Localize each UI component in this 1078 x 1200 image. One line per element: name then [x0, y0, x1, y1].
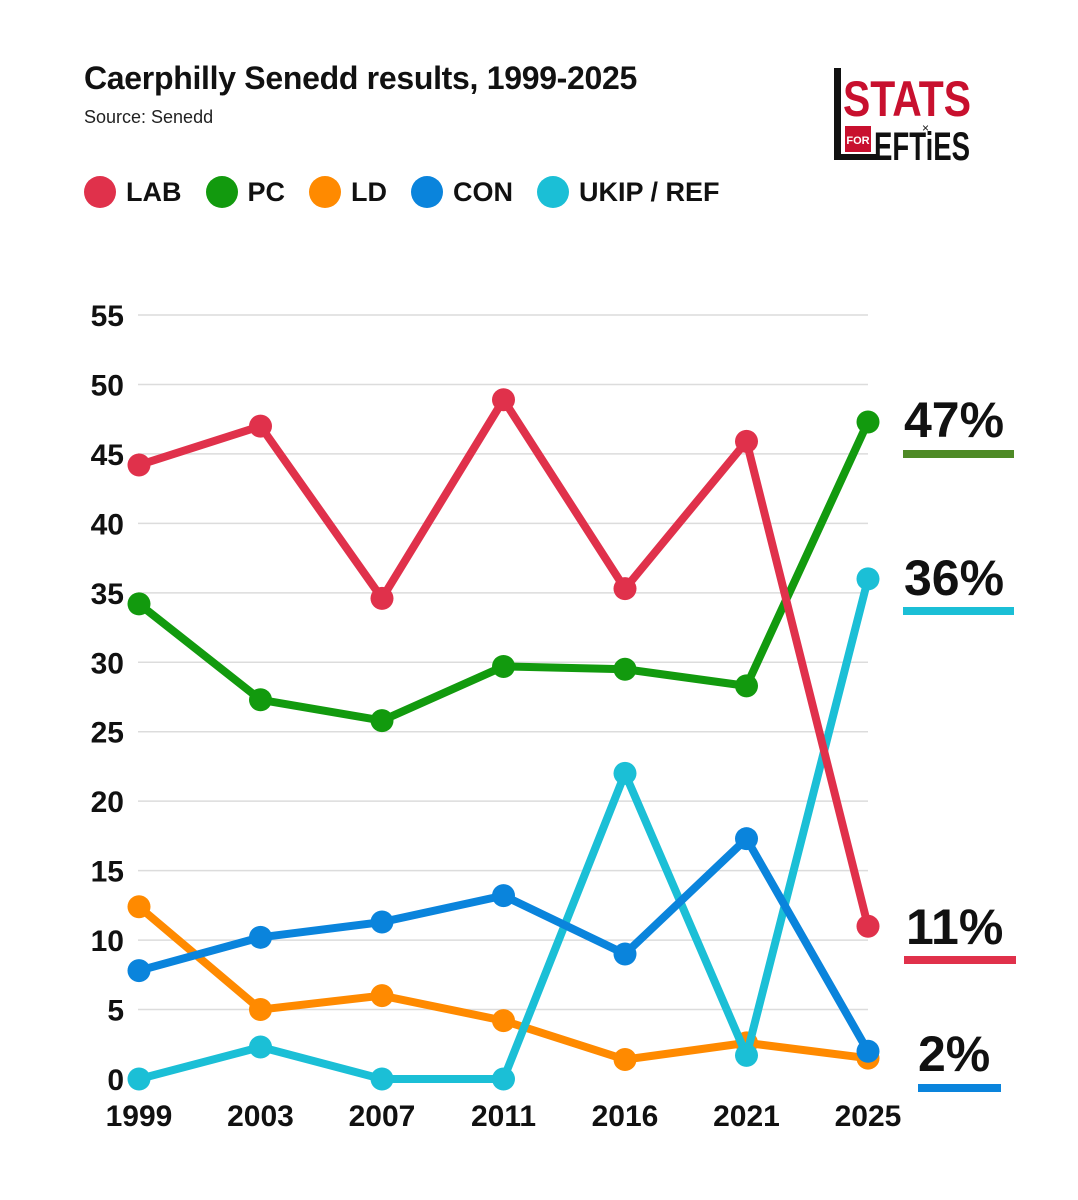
legend-item-ld: LD [309, 176, 387, 208]
data-point-pc-2007 [370, 709, 394, 733]
y-tick-label-10: 10 [91, 925, 124, 958]
data-point-pc-2025 [856, 410, 880, 434]
x-tick-label-1999: 1999 [106, 1100, 173, 1133]
data-point-con-2007 [370, 910, 394, 934]
data-point-con-2016 [613, 942, 637, 966]
stats-for-lefties-logo: STATS FOR EFTiES × [834, 68, 971, 166]
legend-label-con: CON [453, 176, 514, 207]
legend-dot-ukip-ref [537, 176, 570, 208]
y-tick-label-35: 35 [91, 578, 124, 611]
end-label-con: 2% [918, 1026, 990, 1082]
data-point-pc-2021 [735, 674, 758, 698]
logo-stats-text: STATS [843, 71, 971, 127]
data-point-pc-2003 [249, 688, 272, 712]
x-tick-label-2025: 2025 [835, 1100, 902, 1133]
x-tick-label-2003: 2003 [227, 1100, 294, 1133]
logo-bar [834, 68, 841, 160]
end-label-lab: 11% [906, 899, 1003, 955]
legend-item-lab: LAB [84, 176, 182, 208]
data-point-ukip-ref-2025 [856, 567, 880, 591]
legend-label-pc: PC [247, 176, 286, 207]
y-tick-label-50: 50 [91, 369, 124, 402]
y-tick-label-20: 20 [91, 786, 124, 819]
data-point-con-1999 [127, 959, 151, 983]
legend-dot-con [411, 176, 444, 208]
data-point-ukip-ref-2007 [370, 1067, 394, 1091]
data-point-con-2003 [249, 925, 272, 949]
data-point-ukip-ref-1999 [127, 1067, 151, 1091]
legend-item-ukip-ref: UKIP / REF [537, 176, 720, 208]
y-tick-label-5: 5 [107, 995, 124, 1028]
logo-for-text: FOR [846, 135, 869, 147]
chart-legend: LAB PC LD CON UKIP / REF [84, 176, 720, 208]
legend-item-con: CON [411, 176, 513, 208]
data-point-lab-2016 [613, 577, 637, 601]
y-tick-label-40: 40 [91, 508, 124, 541]
data-point-lab-1999 [127, 453, 151, 477]
y-tick-label-0: 0 [107, 1064, 124, 1097]
data-point-ukip-ref-2016 [613, 761, 637, 785]
data-point-con-2011 [492, 884, 515, 908]
data-point-ukip-ref-2021 [735, 1043, 758, 1067]
data-point-lab-2003 [249, 414, 272, 438]
x-tick-label-2007: 2007 [349, 1100, 416, 1133]
data-point-lab-2011 [492, 388, 515, 412]
data-point-con-2021 [735, 827, 758, 851]
chart-source: Source: Senedd [84, 107, 214, 127]
legend-dot-lab [84, 176, 116, 208]
logo-cross-mark: × [922, 121, 929, 135]
legend-dot-pc [205, 176, 238, 208]
data-point-pc-2011 [492, 654, 515, 678]
data-point-ld-2007 [370, 984, 394, 1008]
data-point-lab-2025 [856, 914, 880, 938]
y-tick-label-45: 45 [91, 439, 124, 472]
data-point-ld-2016 [613, 1048, 637, 1072]
x-tick-label-2016: 2016 [592, 1100, 659, 1133]
y-tick-label-15: 15 [91, 856, 124, 889]
chart-title: Caerphilly Senedd results, 1999-2025 [84, 60, 638, 96]
x-tick-label-2021: 2021 [713, 1100, 780, 1133]
legend-label-ld: LD [351, 176, 388, 207]
data-point-pc-1999 [127, 592, 151, 616]
legend-label-ukip-ref: UKIP / REF [579, 176, 720, 207]
legend-item-pc: PC [205, 176, 286, 208]
end-label-ukip-ref: 36% [904, 550, 1004, 606]
logo-for-box [845, 126, 871, 152]
data-point-ukip-ref-2003 [249, 1035, 272, 1059]
data-point-ld-2011 [492, 1009, 515, 1033]
legend-label-lab: LAB [126, 176, 182, 207]
data-point-ld-1999 [127, 895, 151, 919]
data-point-ld-2003 [249, 998, 272, 1022]
data-point-lab-2007 [370, 586, 394, 610]
data-point-lab-2021 [735, 429, 758, 453]
legend-dot-ld [309, 176, 342, 208]
data-point-ukip-ref-2011 [492, 1067, 515, 1091]
data-point-con-2025 [856, 1039, 880, 1063]
y-tick-label-25: 25 [91, 717, 124, 750]
x-tick-label-2011: 2011 [471, 1100, 536, 1133]
y-tick-label-55: 55 [91, 300, 124, 333]
data-point-pc-2016 [613, 657, 637, 681]
logo-lefties-text: EFTiES [874, 125, 970, 166]
end-label-pc: 47% [904, 392, 1004, 448]
logo-bar-foot [834, 154, 878, 160]
y-tick-label-30: 30 [91, 647, 124, 680]
series-line-ld [135, 902, 872, 1064]
